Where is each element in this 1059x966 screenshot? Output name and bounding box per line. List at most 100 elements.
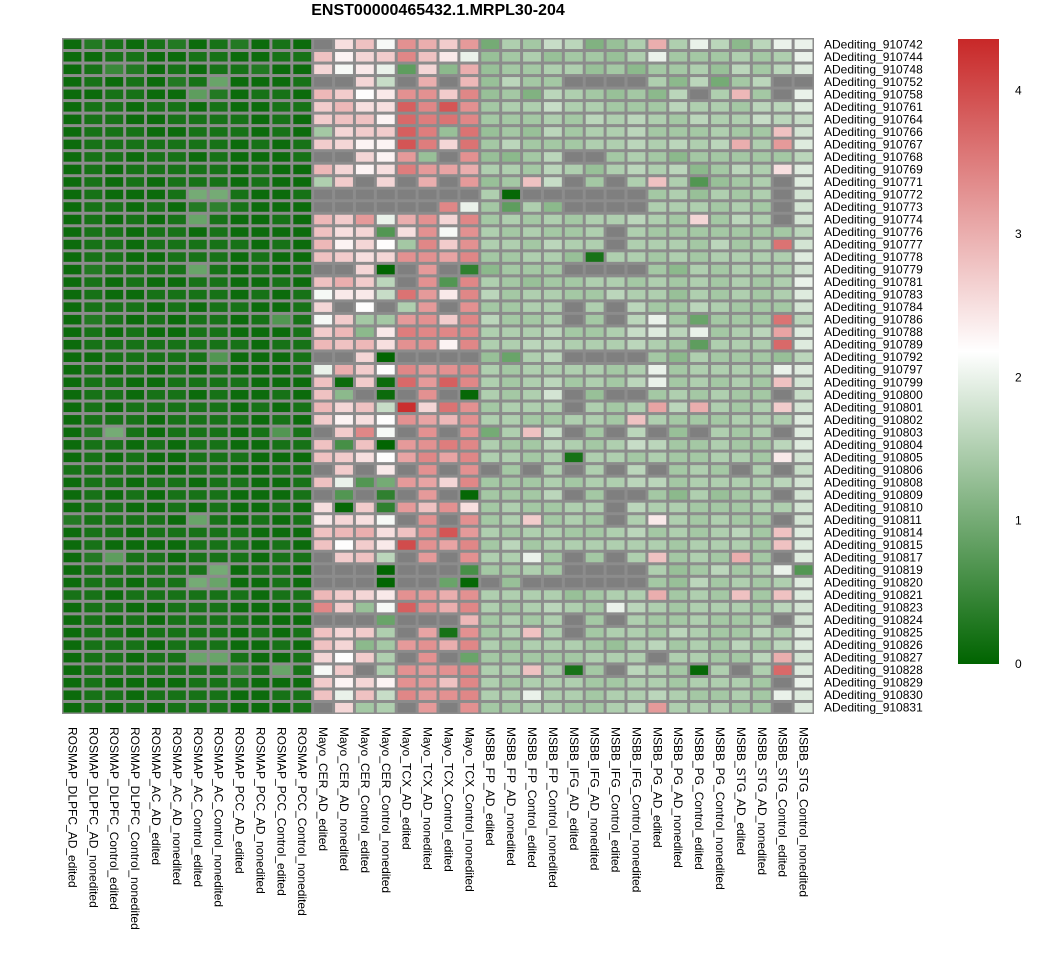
heatmap-cell xyxy=(209,665,228,675)
heatmap-cell xyxy=(105,615,124,625)
heatmap-cell xyxy=(502,615,521,625)
heatmap-cell xyxy=(460,640,479,650)
heatmap-cell xyxy=(711,239,729,250)
heatmap-cell xyxy=(752,277,771,287)
heatmap-cell xyxy=(209,465,228,475)
heatmap-cell xyxy=(335,164,353,175)
heatmap-cell xyxy=(794,102,813,112)
heatmap-cell xyxy=(627,239,646,250)
heatmap-cell xyxy=(752,515,771,525)
heatmap-cell xyxy=(543,64,562,75)
heatmap-cell xyxy=(355,52,374,62)
heatmap-cell xyxy=(523,440,541,450)
heatmap-cell xyxy=(63,452,82,463)
heatmap-cell xyxy=(314,252,333,262)
heatmap-cell xyxy=(293,52,312,62)
heatmap-cell xyxy=(752,465,771,475)
heatmap-cell xyxy=(606,427,625,438)
heatmap-cell xyxy=(711,64,729,75)
heatmap-cell xyxy=(188,640,207,650)
heatmap-cell xyxy=(272,89,291,100)
heatmap-cell xyxy=(502,640,521,650)
heatmap-cell xyxy=(397,177,416,187)
heatmap-cell xyxy=(627,339,646,350)
heatmap-cell xyxy=(251,440,270,450)
heatmap-cell xyxy=(376,440,395,450)
heatmap-cell xyxy=(230,677,249,688)
heatmap-cell xyxy=(167,677,186,688)
heatmap-cell xyxy=(690,602,709,613)
heatmap-cell xyxy=(84,702,103,713)
heatmap-cell xyxy=(690,627,709,638)
heatmap-cell xyxy=(773,590,792,600)
heatmap-cell xyxy=(314,677,333,688)
heatmap-cell xyxy=(523,164,541,175)
heatmap-cell xyxy=(209,415,228,425)
heatmap-cell xyxy=(690,540,709,550)
heatmap-cell xyxy=(543,640,562,650)
heatmap-cell xyxy=(669,289,688,300)
row-label: ADediting_910766 xyxy=(824,125,923,139)
heatmap-cell xyxy=(355,152,374,162)
heatmap-cell xyxy=(502,452,521,463)
heatmap-cell xyxy=(188,139,207,150)
heatmap-cell xyxy=(648,615,667,625)
heatmap-cell xyxy=(188,402,207,413)
heatmap-cell xyxy=(355,527,374,538)
heatmap-cell xyxy=(711,702,729,713)
heatmap-cell xyxy=(376,264,395,275)
heatmap-cell xyxy=(669,640,688,650)
heatmap-cell xyxy=(731,477,750,488)
heatmap-cell xyxy=(355,227,374,237)
heatmap-cell xyxy=(460,652,479,663)
heatmap-cell xyxy=(314,164,333,175)
heatmap-cell xyxy=(585,252,604,262)
heatmap-cell xyxy=(711,139,729,150)
heatmap-cell xyxy=(209,552,228,563)
heatmap-cell xyxy=(397,702,416,713)
heatmap-cell xyxy=(188,52,207,62)
heatmap-cell xyxy=(523,352,541,362)
row-label: ADediting_910742 xyxy=(824,37,923,51)
heatmap-cell xyxy=(251,615,270,625)
heatmap-cell xyxy=(63,527,82,538)
heatmap-cell xyxy=(167,289,186,300)
row-label: ADediting_910811 xyxy=(824,513,922,527)
heatmap-cell xyxy=(481,164,500,175)
heatmap-cell xyxy=(126,39,145,50)
heatmap-cell xyxy=(272,390,291,400)
heatmap-cell xyxy=(711,515,729,525)
heatmap-cell xyxy=(439,390,458,400)
heatmap-cell xyxy=(794,565,813,575)
heatmap-cell xyxy=(690,590,709,600)
heatmap-cell xyxy=(167,615,186,625)
heatmap-cell xyxy=(502,177,521,187)
heatmap-cell xyxy=(690,139,709,150)
heatmap-cell xyxy=(105,127,124,137)
heatmap-cell xyxy=(188,152,207,162)
heatmap-cell xyxy=(105,665,124,675)
heatmap-cell xyxy=(627,440,646,450)
heatmap-cell xyxy=(711,177,729,187)
heatmap-cell xyxy=(711,415,729,425)
heatmap-cell xyxy=(84,602,103,613)
heatmap-cell xyxy=(293,189,312,200)
heatmap-cell xyxy=(752,540,771,550)
heatmap-cell xyxy=(711,152,729,162)
heatmap-cell xyxy=(711,102,729,112)
heatmap-cell xyxy=(355,615,374,625)
heatmap-cell xyxy=(648,590,667,600)
heatmap-cell xyxy=(418,515,437,525)
heatmap-cell xyxy=(752,502,771,513)
heatmap-cell xyxy=(63,665,82,675)
heatmap-cell xyxy=(481,552,500,563)
heatmap-cell xyxy=(126,64,145,75)
heatmap-cell xyxy=(711,540,729,550)
heatmap-cell xyxy=(147,652,165,663)
legend-tick-label: 4 xyxy=(1015,84,1022,98)
heatmap-cell xyxy=(147,552,165,563)
heatmap-cell xyxy=(481,114,500,125)
heatmap-cell xyxy=(63,640,82,650)
heatmap-cell xyxy=(147,302,165,312)
heatmap-cell xyxy=(627,364,646,375)
